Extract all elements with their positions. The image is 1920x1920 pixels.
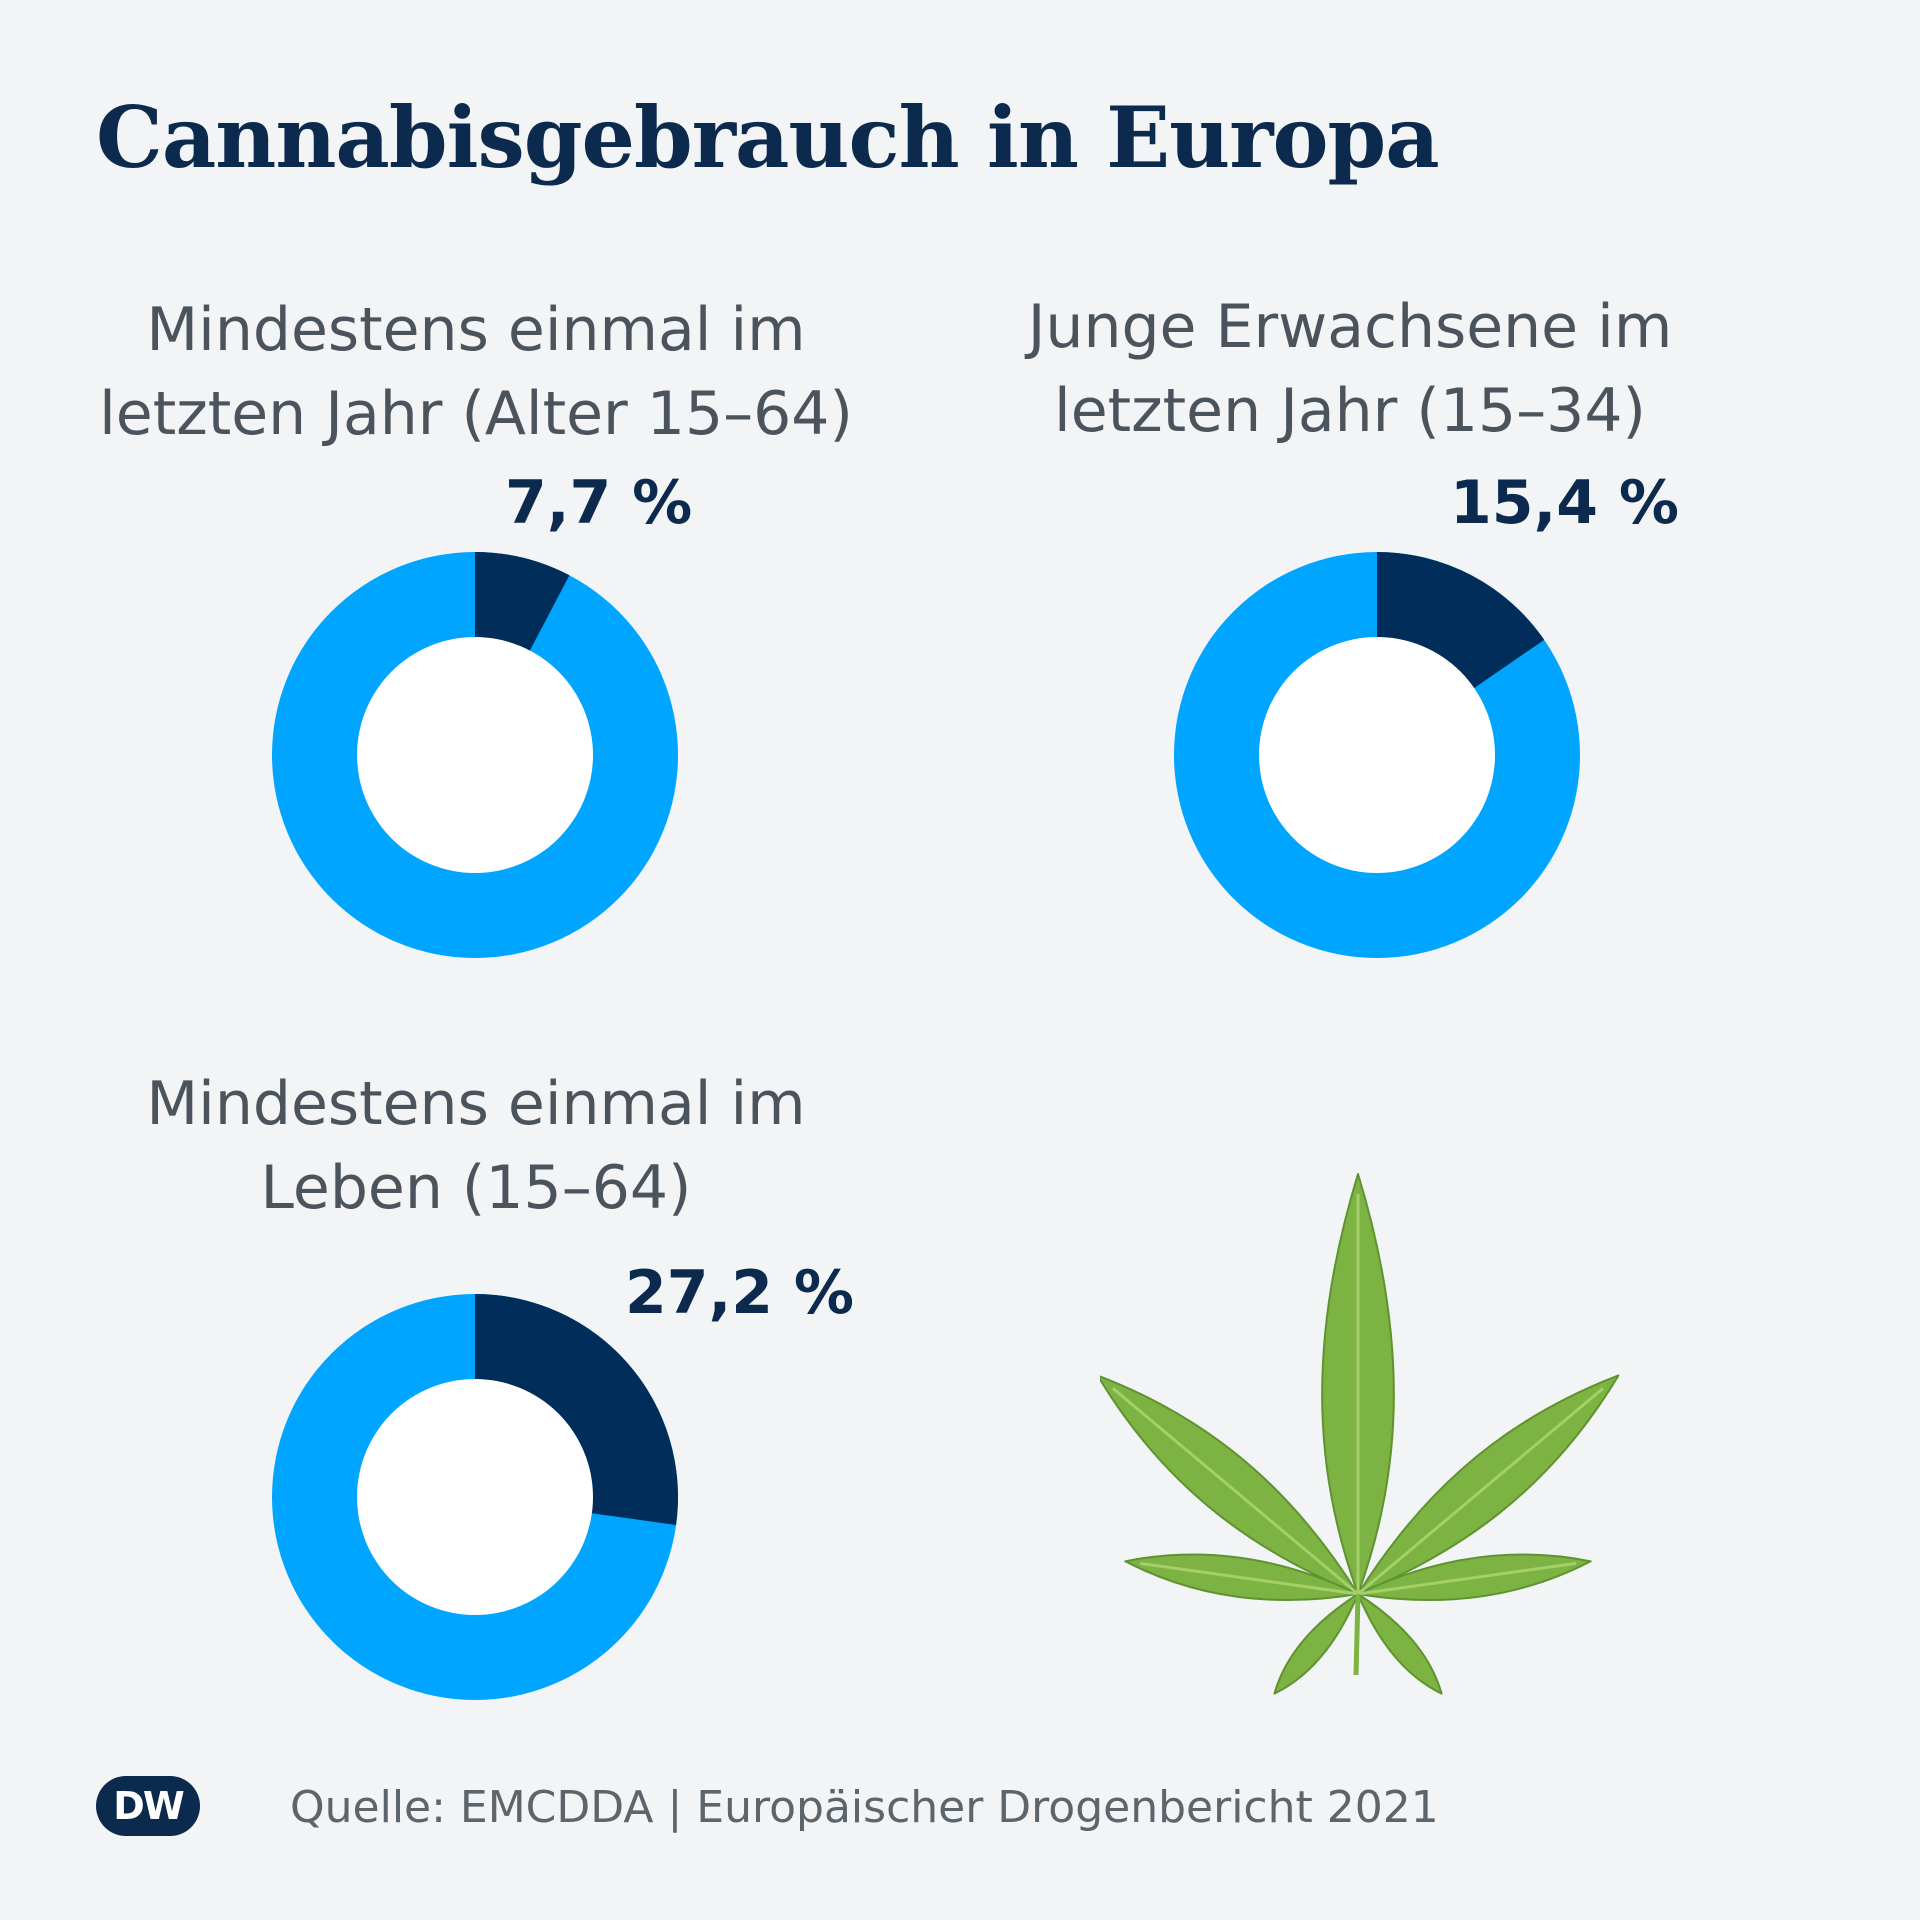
source-note: Quelle: EMCDDA | Europäischer Drogenberi…: [290, 1782, 1439, 1833]
cannabis-leaf-icon: [1100, 1173, 1620, 1695]
chart-1-label-line1: Mindestens einmal im: [146, 295, 806, 365]
chart-3-donut-hole: [357, 1379, 593, 1615]
chart-2-value-label: 15,4 %: [1450, 468, 1680, 538]
page-title: Cannabisgebrauch in Europa: [96, 88, 1440, 187]
chart-3-donut: [272, 1294, 678, 1700]
chart-1-label-line2: letzten Jahr (Alter 15–64): [99, 379, 853, 449]
chart-1-donut-hole: [357, 637, 593, 873]
chart-3-label-line2: Leben (15–64): [260, 1153, 692, 1223]
chart-2-donut: [1174, 552, 1580, 958]
chart-3-label-line1: Mindestens einmal im: [146, 1069, 806, 1139]
chart-1-donut: [272, 552, 678, 958]
chart-1-label: Mindestens einmal im letzten Jahr (Alter…: [66, 288, 886, 456]
chart-2-donut-hole: [1259, 637, 1495, 873]
chart-2-label: Junge Erwachsene im letzten Jahr (15–34): [940, 285, 1760, 453]
chart-3-label: Mindestens einmal im Leben (15–64): [66, 1062, 886, 1230]
chart-3-value-label: 27,2 %: [625, 1258, 855, 1328]
chart-2-label-line2: letzten Jahr (15–34): [1054, 376, 1646, 446]
chart-2-label-line1: Junge Erwachsene im: [1027, 292, 1673, 362]
chart-1-value-label: 7,7 %: [505, 468, 693, 538]
